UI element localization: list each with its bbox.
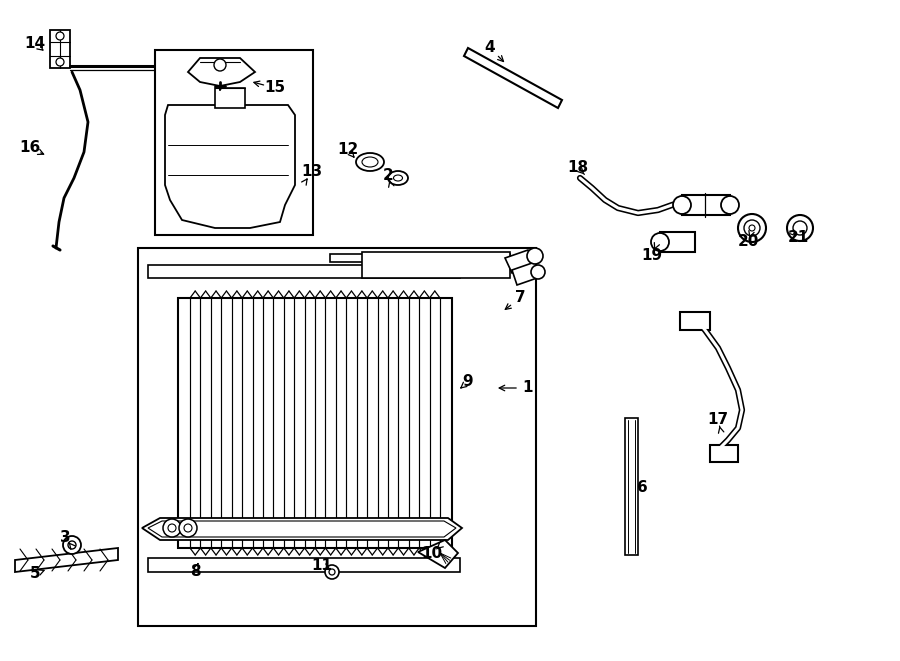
Circle shape (531, 265, 545, 279)
Text: 9: 9 (463, 375, 473, 389)
Polygon shape (464, 48, 562, 108)
Polygon shape (15, 548, 118, 572)
Text: 2: 2 (382, 167, 393, 182)
Polygon shape (682, 195, 730, 215)
Text: 18: 18 (567, 161, 589, 176)
Circle shape (744, 220, 760, 236)
Polygon shape (512, 262, 540, 285)
Circle shape (179, 519, 197, 537)
Circle shape (329, 569, 335, 575)
Polygon shape (362, 252, 510, 278)
Text: 3: 3 (59, 531, 70, 545)
Text: 20: 20 (737, 235, 759, 249)
Circle shape (63, 536, 81, 554)
Bar (215, 88, 245, 108)
Circle shape (56, 32, 64, 40)
Bar (155, 50, 313, 235)
Bar (178, 298, 452, 548)
Circle shape (749, 225, 755, 231)
Text: 11: 11 (311, 557, 332, 572)
Circle shape (214, 59, 226, 71)
Circle shape (168, 524, 176, 532)
Polygon shape (418, 540, 458, 568)
Circle shape (68, 541, 76, 549)
Text: 8: 8 (190, 564, 201, 580)
Polygon shape (710, 445, 738, 462)
Circle shape (738, 214, 766, 242)
Polygon shape (625, 418, 638, 555)
Circle shape (793, 221, 807, 235)
Polygon shape (142, 518, 462, 540)
Polygon shape (148, 558, 460, 572)
Text: 16: 16 (20, 141, 40, 155)
Text: 6: 6 (636, 481, 647, 496)
Polygon shape (660, 232, 695, 252)
Polygon shape (188, 58, 255, 86)
Circle shape (673, 196, 691, 214)
Circle shape (56, 58, 64, 66)
Circle shape (787, 215, 813, 241)
Text: 21: 21 (788, 231, 808, 245)
Ellipse shape (356, 153, 384, 171)
Polygon shape (148, 265, 460, 278)
Polygon shape (165, 105, 295, 228)
Ellipse shape (388, 171, 408, 185)
Text: 14: 14 (24, 36, 46, 52)
Circle shape (325, 565, 339, 579)
Ellipse shape (362, 157, 378, 167)
Polygon shape (148, 521, 456, 537)
Circle shape (527, 248, 543, 264)
Text: 5: 5 (30, 566, 40, 582)
Circle shape (651, 233, 669, 251)
Text: 15: 15 (265, 81, 285, 95)
Text: 19: 19 (642, 247, 662, 262)
Text: 13: 13 (302, 165, 322, 180)
Bar (138, 248, 536, 626)
Text: 12: 12 (338, 143, 358, 157)
Circle shape (163, 519, 181, 537)
Polygon shape (330, 254, 510, 262)
Text: 10: 10 (421, 545, 443, 561)
Ellipse shape (393, 175, 402, 181)
Polygon shape (50, 30, 70, 68)
Text: 17: 17 (707, 412, 729, 428)
Circle shape (184, 524, 192, 532)
Text: 1: 1 (523, 381, 533, 395)
Text: 4: 4 (485, 40, 495, 56)
Circle shape (721, 196, 739, 214)
Polygon shape (505, 250, 535, 273)
Text: 7: 7 (515, 290, 526, 305)
Polygon shape (680, 312, 710, 330)
